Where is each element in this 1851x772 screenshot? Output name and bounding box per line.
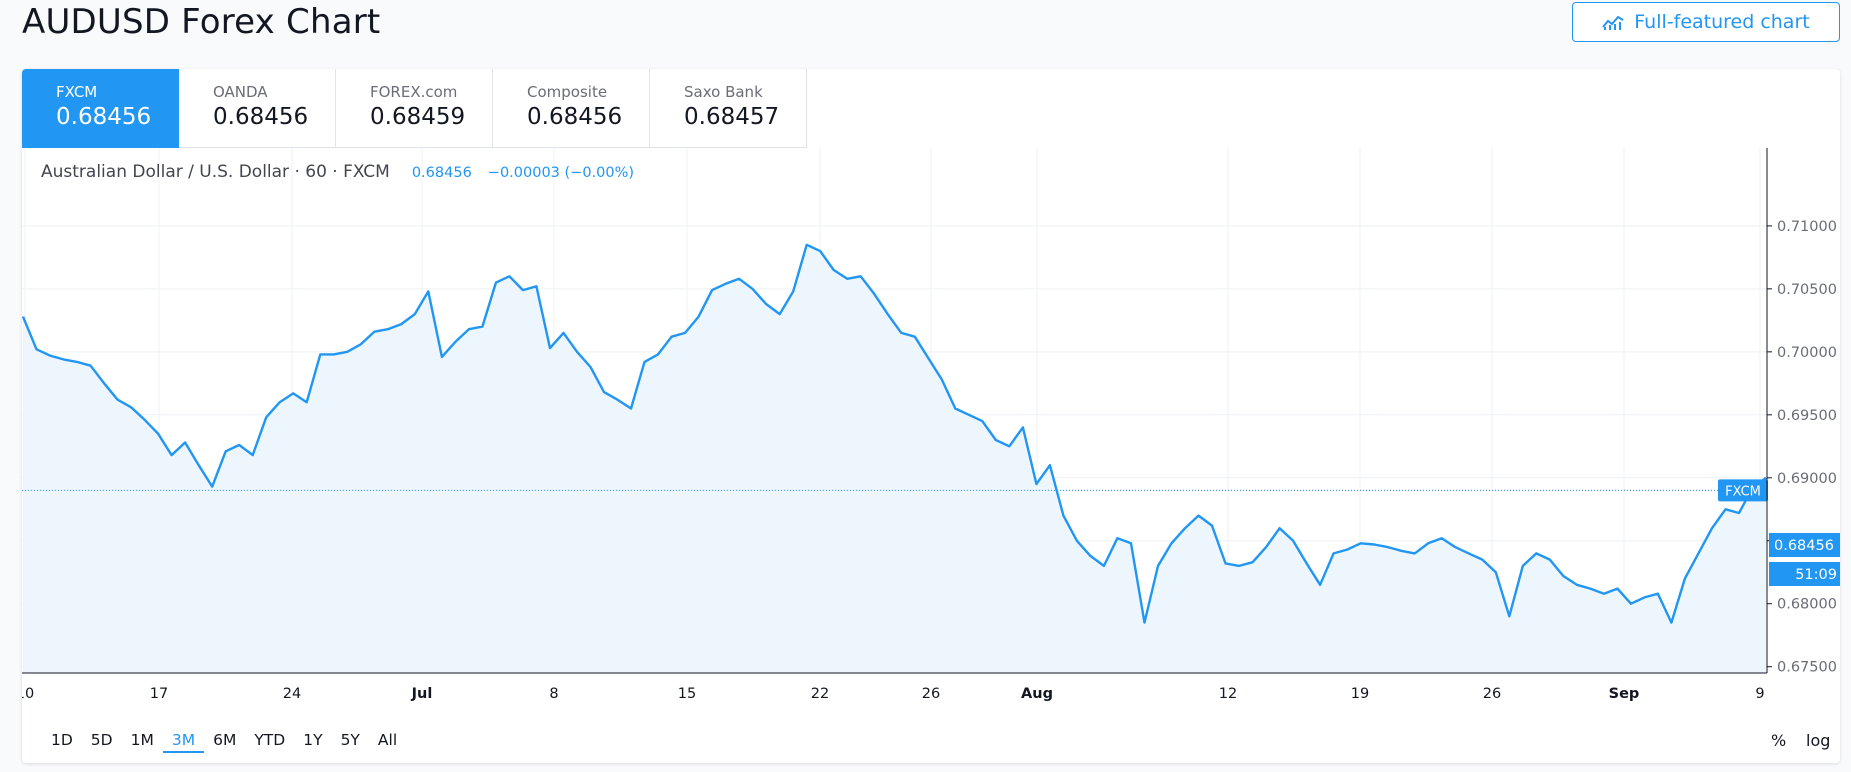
- price-chart[interactable]: FXCM0.675000.680000.685000.690000.695000…: [22, 148, 1840, 718]
- range-5y[interactable]: 5Y: [340, 731, 360, 749]
- tab-fxcm[interactable]: FXCM 0.68456: [22, 69, 179, 148]
- x-tick-label: 26: [1483, 686, 1501, 702]
- percent-scale-toggle[interactable]: %: [1771, 731, 1787, 750]
- chart-legend: Australian Dollar / U.S. Dollar · 60 · F…: [41, 162, 634, 182]
- current-price-badge-bg: [1769, 533, 1840, 557]
- y-tick-label: 0.68000: [1777, 597, 1837, 613]
- chart-card: FXCM 0.68456 OANDA 0.68456 FOREX.com 0.6…: [22, 69, 1840, 763]
- chart-line-icon: [1602, 15, 1624, 30]
- y-tick-label: 0.67500: [1777, 660, 1837, 676]
- y-tick-label: 0.70000: [1777, 345, 1837, 361]
- tab-name: FOREX.com: [370, 83, 458, 101]
- x-tick-label: 24: [283, 686, 301, 702]
- x-tick-label: Jul: [411, 686, 433, 702]
- x-tick-label: 26: [922, 686, 940, 702]
- range-1d[interactable]: 1D: [51, 731, 73, 749]
- last-price-label-bg: [1718, 479, 1768, 502]
- tab-price: 0.68456: [527, 104, 623, 130]
- x-tick-label: 10: [22, 686, 34, 702]
- legend-value: 0.68456: [411, 165, 472, 181]
- tab-price: 0.68457: [684, 104, 780, 130]
- countdown-badge-bg: [1769, 562, 1840, 586]
- range-1y[interactable]: 1Y: [303, 731, 323, 749]
- x-tick-label: 9: [1755, 686, 1764, 702]
- full-featured-chart-button[interactable]: Full-featured chart: [1572, 2, 1840, 42]
- range-ytd[interactable]: YTD: [254, 731, 286, 749]
- tab-name: Saxo Bank: [684, 83, 763, 101]
- price-area-fill: [23, 244, 1766, 674]
- last-price-label: FXCM: [1725, 484, 1761, 499]
- range-all[interactable]: All: [377, 731, 398, 749]
- tab-saxo-bank[interactable]: Saxo Bank 0.68457: [650, 69, 807, 148]
- x-tick-label: 8: [549, 686, 558, 702]
- tab-name: OANDA: [213, 83, 268, 101]
- tab-forex-com[interactable]: FOREX.com 0.68459: [336, 69, 493, 148]
- x-tick-label: Sep: [1609, 686, 1640, 702]
- legend-change: −0.00003 (−0.00%): [487, 165, 635, 181]
- full-featured-chart-label: Full-featured chart: [1634, 11, 1810, 33]
- current-price-badge: 0.68456: [1774, 538, 1834, 554]
- legend-symbol: Australian Dollar / U.S. Dollar · 60 · F…: [41, 162, 390, 182]
- broker-tabs: FXCM 0.68456 OANDA 0.68456 FOREX.com 0.6…: [22, 69, 807, 148]
- y-tick-label: 0.69500: [1777, 408, 1837, 424]
- tab-price: 0.68456: [56, 104, 152, 130]
- range-selector: 1D 5D 1M 3M 6M YTD 1Y 5Y All: [42, 731, 406, 753]
- log-scale-toggle[interactable]: log: [1806, 731, 1831, 750]
- x-tick-label: 19: [1351, 686, 1369, 702]
- price-line: [22, 243, 1767, 624]
- y-tick-label: 0.71000: [1777, 219, 1837, 235]
- y-tick-label: 0.69000: [1777, 471, 1837, 487]
- tab-price: 0.68456: [213, 104, 309, 130]
- page-title: AUDUSD Forex Chart: [22, 2, 381, 42]
- range-3m[interactable]: 3M: [162, 731, 205, 753]
- range-6m[interactable]: 6M: [213, 731, 237, 749]
- tab-oanda[interactable]: OANDA 0.68456: [179, 69, 336, 148]
- tab-name: FXCM: [56, 83, 98, 101]
- tab-composite[interactable]: Composite 0.68456: [493, 69, 650, 148]
- x-tick-label: 17: [150, 686, 168, 702]
- x-tick-label: 22: [811, 686, 829, 702]
- x-tick-label: Aug: [1021, 686, 1053, 702]
- x-tick-label: 12: [1219, 686, 1237, 702]
- y-tick-label: 0.70500: [1777, 282, 1837, 298]
- tab-name: Composite: [527, 83, 608, 101]
- range-1m[interactable]: 1M: [130, 731, 154, 749]
- x-tick-label: 15: [678, 686, 696, 702]
- countdown-badge: 51:09: [1795, 567, 1837, 583]
- range-5d[interactable]: 5D: [90, 731, 113, 749]
- tab-price: 0.68459: [370, 104, 466, 130]
